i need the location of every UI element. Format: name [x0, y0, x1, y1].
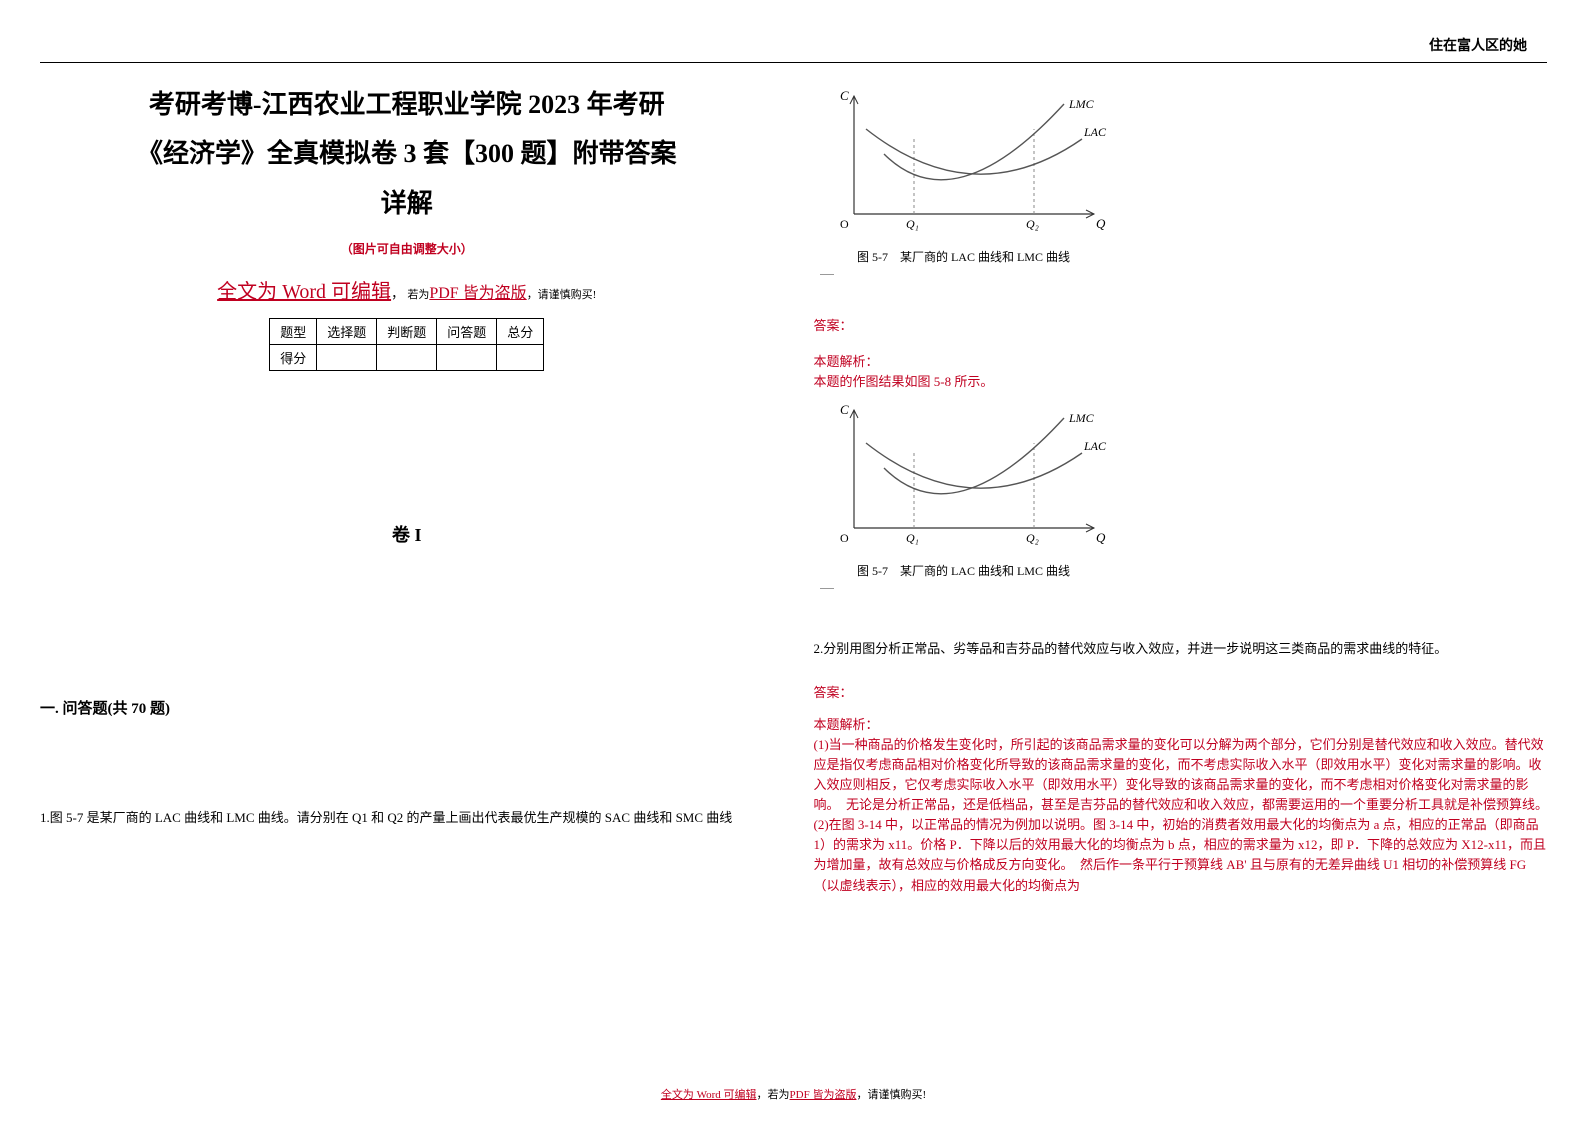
answer-label-1: 答案： — [814, 315, 1548, 334]
title-line-3: 详解 — [40, 179, 774, 228]
svg-text:LAC: LAC — [1083, 439, 1107, 453]
analysis-text-2: (1)当一种商品的价格发生变化时，所引起的该商品需求量的变化可以分解为两个部分，… — [814, 735, 1548, 896]
table-row: 得分 — [270, 345, 544, 371]
svg-text:C: C — [840, 402, 849, 417]
footer-sep1: ，若为 — [757, 1089, 790, 1101]
two-column-layout: 考研考博-江西农业工程职业学院 2023 年考研 《经济学》全真模拟卷 3 套【… — [40, 80, 1547, 1070]
analysis-label-1: 本题解析： — [814, 352, 1548, 372]
answer-label-2: 答案： — [814, 682, 1548, 701]
editable-warning-line: 全文为 Word 可编辑， 若为PDF 皆为盗版，请谨慎购买! — [40, 275, 774, 304]
figure-caption-2: 图 5-7 某厂商的 LAC 曲线和 LMC 曲线 — [814, 562, 1114, 579]
score-table: 题型 选择题 判断题 问答题 总分 得分 — [269, 318, 544, 371]
th-qa: 问答题 — [437, 319, 497, 345]
caution-text: ，请谨慎购买! — [527, 289, 597, 301]
image-resize-note: （图片可自由调整大小） — [40, 240, 774, 257]
svg-text:LMC: LMC — [1068, 411, 1095, 425]
footer-pdf: PDF 皆为盗版 — [790, 1089, 857, 1101]
td-empty — [497, 345, 544, 371]
ruowei-text: 若为 — [407, 289, 429, 301]
right-column: COQQ₁Q₂LMCLAC 图 5-7 某厂商的 LAC 曲线和 LMC 曲线 … — [814, 80, 1548, 1070]
analysis-text-1: 本题的作图结果如图 5-8 所示。 — [814, 372, 1548, 392]
lac-lmc-chart-1: C O Q Q₁ Q₂ LMC LAC — [814, 84, 1114, 239]
svg-text:LAC: LAC — [1083, 125, 1107, 139]
analysis-label-2: 本题解析： — [814, 715, 1548, 735]
th-judge: 判断题 — [377, 319, 437, 345]
svg-text:Q₂: Q₂ — [1026, 531, 1039, 545]
comma-1: ， — [391, 286, 404, 301]
td-empty — [437, 345, 497, 371]
word-editable-text: 全文为 Word 可编辑 — [217, 281, 391, 303]
question-2-text: 2.分别用图分析正常品、劣等品和吉芬品的替代效应与收入效应，并进一步说明这三类商… — [814, 639, 1548, 659]
juan-heading: 卷 I — [40, 521, 774, 547]
svg-text:Q₁: Q₁ — [906, 531, 919, 545]
top-rule — [40, 62, 1547, 63]
document-title: 考研考博-江西农业工程职业学院 2023 年考研 《经济学》全真模拟卷 3 套【… — [40, 80, 774, 228]
svg-text:Q: Q — [1096, 216, 1106, 231]
pdf-pirate-text: PDF 皆为盗版 — [429, 285, 526, 302]
td-score-label: 得分 — [270, 345, 317, 371]
svg-text:O: O — [840, 217, 849, 231]
small-mark — [820, 271, 834, 275]
svg-text:Q₂: Q₂ — [1026, 217, 1039, 231]
footer-word: 全文为 Word 可编辑 — [661, 1089, 757, 1101]
section-heading: 一. 问答题(共 70 题) — [40, 697, 774, 718]
footer-warning: 全文为 Word 可编辑，若为PDF 皆为盗版，请谨慎购买! — [0, 1086, 1587, 1102]
td-empty — [377, 345, 437, 371]
left-column: 考研考博-江西农业工程职业学院 2023 年考研 《经济学》全真模拟卷 3 套【… — [40, 80, 774, 1070]
title-line-2: 《经济学》全真模拟卷 3 套【300 题】附带答案 — [40, 129, 774, 178]
svg-text:Q₁: Q₁ — [906, 217, 919, 231]
td-empty — [317, 345, 377, 371]
th-type: 题型 — [270, 319, 317, 345]
footer-tail: ，请谨慎购买! — [856, 1089, 926, 1101]
svg-text:LMC: LMC — [1068, 97, 1095, 111]
table-row: 题型 选择题 判断题 问答题 总分 — [270, 319, 544, 345]
figure-5-7-bottom: C O Q Q₁ Q₂ LMC LAC 图 5-7 某厂商的 LAC 曲线和 LMC 曲线 — [814, 398, 1548, 579]
small-mark-2 — [820, 585, 834, 589]
figure-caption-1: 图 5-7 某厂商的 LAC 曲线和 LMC 曲线 — [814, 248, 1114, 265]
th-total: 总分 — [497, 319, 544, 345]
svg-text:C: C — [840, 88, 849, 103]
title-line-1: 考研考博-江西农业工程职业学院 2023 年考研 — [40, 80, 774, 129]
question-1-text: 1.图 5-7 是某厂商的 LAC 曲线和 LMC 曲线。请分别在 Q1 和 Q… — [40, 808, 774, 828]
lac-lmc-chart-2: C O Q Q₁ Q₂ LMC LAC — [814, 398, 1114, 553]
svg-text:O: O — [840, 531, 849, 545]
header-corner-text: 住在富人区的她 — [1429, 35, 1527, 55]
th-choice: 选择题 — [317, 319, 377, 345]
figure-5-7-top: C O Q Q₁ Q₂ LMC LAC 图 5-7 某厂商的 LAC 曲线和 LMC 曲线 — [814, 84, 1548, 265]
svg-text:Q: Q — [1096, 530, 1106, 545]
